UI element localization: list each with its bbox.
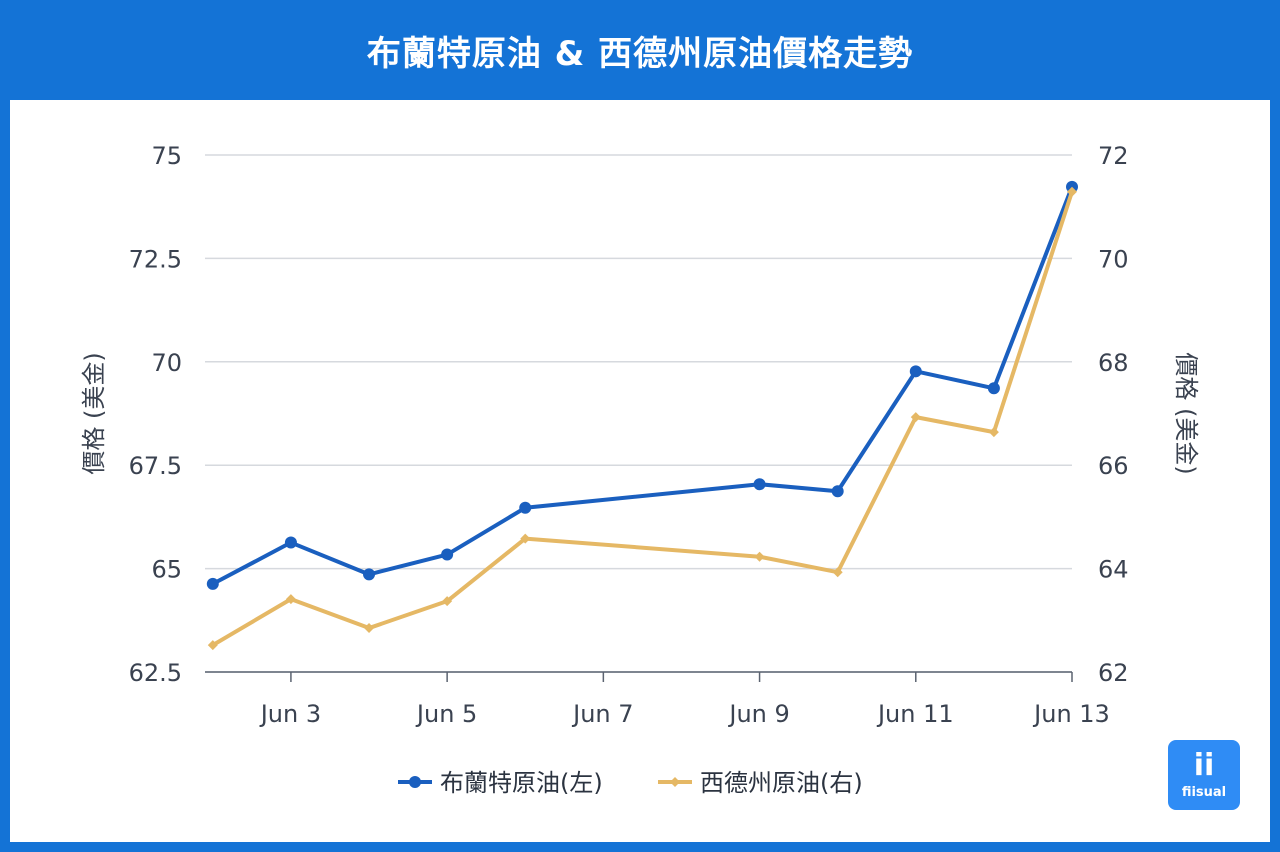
legend-marker-2	[670, 777, 680, 787]
chart-panel: 62.5 65 67.5 70 72.5 75 62 64 66 68 70 72 Jun 3 Jun 5…	[10, 100, 1270, 842]
data-point-1	[284, 536, 297, 549]
legend-marker-1	[409, 776, 421, 788]
x-tick-label: Jun 5	[415, 700, 477, 728]
y-left-tick-label: 67.5	[129, 452, 182, 480]
data-point-2	[364, 623, 375, 634]
data-point-2	[832, 567, 843, 578]
x-tick-label: Jun 7	[571, 700, 633, 728]
brand-name: fiisual	[1181, 784, 1227, 800]
data-point-2	[520, 533, 531, 544]
data-point-2	[207, 640, 218, 651]
data-point-2	[285, 594, 296, 605]
data-point-2	[442, 596, 453, 607]
y-right-tick-label: 72	[1098, 142, 1129, 170]
legend-label-2: 西德州原油(右)	[700, 769, 863, 797]
series-line-1	[210, 184, 1074, 586]
data-point-1	[519, 501, 532, 514]
y-right-axis-title: 價格 (美金)	[1172, 352, 1200, 474]
x-tick-label: Jun 9	[727, 700, 789, 728]
y-right-tick-label: 62	[1098, 659, 1129, 687]
data-point-1	[831, 485, 844, 498]
y-left-tick-label: 72.5	[129, 245, 182, 273]
y-right-tick-label: 64	[1098, 556, 1129, 584]
data-point-2	[754, 551, 765, 562]
chart-title: 布蘭特原油 & 西德州原油價格走勢	[366, 33, 914, 74]
data-point-1	[441, 548, 454, 561]
y-right-tick-label: 66	[1098, 452, 1129, 480]
data-point-1	[363, 568, 376, 581]
y-right-tick-label: 68	[1098, 349, 1129, 377]
data-point-1	[206, 577, 219, 590]
title-bar: 布蘭特原油 & 西德州原油價格走勢	[0, 0, 1280, 100]
y-left-tick-label: 62.5	[129, 659, 182, 687]
y-left-tick-label: 75	[151, 142, 182, 170]
brand-logo: ii fiisual	[1168, 740, 1240, 810]
y-right-tick-label: 70	[1098, 245, 1129, 273]
data-point-2	[1067, 186, 1077, 197]
data-point-1	[909, 365, 922, 378]
data-point-2	[988, 427, 999, 438]
x-tick-label: Jun 11	[876, 700, 954, 728]
brand-logo-icon: ii	[1193, 747, 1215, 783]
data-point-2	[910, 412, 921, 423]
line-chart: 62.5 65 67.5 70 72.5 75 62 64 66 68 70 72 Jun 3 Jun 5…	[80, 142, 1200, 797]
x-tick-label: Jun 13	[1032, 700, 1110, 728]
x-tick-label: Jun 3	[259, 700, 321, 728]
legend-label-1: 布蘭特原油(左)	[440, 769, 603, 797]
y-left-tick-label: 65	[151, 556, 182, 584]
data-point-1	[987, 382, 1000, 395]
y-left-tick-label: 70	[151, 349, 182, 377]
series-line-2	[210, 189, 1074, 648]
y-left-axis-title: 價格 (美金)	[80, 352, 108, 474]
data-point-1	[753, 478, 766, 491]
